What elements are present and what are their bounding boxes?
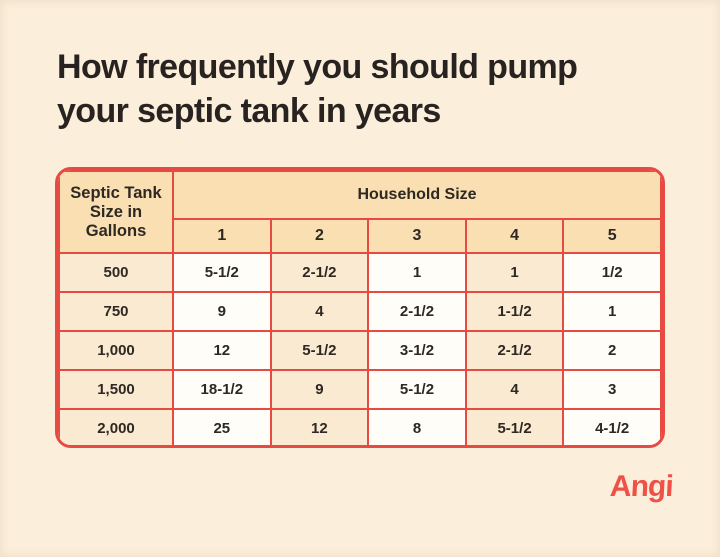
table-cell: 4	[269, 291, 370, 332]
column-group-header-household-size: Household Size	[172, 170, 662, 220]
table-cell: 1	[464, 252, 565, 293]
row-header-line-2: Size in	[89, 202, 143, 221]
column-header-3: 3	[367, 218, 467, 254]
table-cell: 4	[464, 369, 565, 410]
table-cell: 12	[269, 408, 370, 445]
table-cell: 1/2	[562, 252, 662, 293]
table-row-2000: 2,000 25 12 8 5-1/2 4-1/2	[58, 408, 662, 445]
septic-pump-frequency-table: Septic Tank Size in Gallons Household Si…	[55, 167, 665, 448]
row-label: 500	[58, 252, 174, 293]
column-header-1: 1	[172, 218, 272, 254]
page-title-line-1: How frequently you should pump	[57, 48, 578, 86]
table-cell: 3-1/2	[367, 330, 467, 371]
table-cell: 1	[562, 291, 662, 332]
table-cell: 2-1/2	[367, 291, 467, 332]
row-label: 1,000	[58, 330, 174, 371]
column-header-row: 1 2 3 4 5	[59, 218, 662, 254]
table-cell: 5-1/2	[269, 330, 370, 371]
row-label: 1,500	[58, 369, 174, 410]
table-row-750: 750 9 4 2-1/2 1-1/2 1	[58, 291, 662, 332]
table-cell: 18-1/2	[172, 369, 272, 410]
row-header-septic-tank-size: Septic Tank Size in Gallons	[58, 170, 174, 254]
table-cell: 3	[562, 369, 662, 410]
table-cell: 5-1/2	[367, 369, 467, 410]
table-cell: 25	[172, 408, 272, 445]
table-cell: 8	[367, 408, 467, 445]
table-cell: 9	[172, 291, 272, 332]
table-row-1500: 1,500 18-1/2 9 5-1/2 4 3	[58, 369, 662, 410]
column-header-2: 2	[269, 218, 370, 254]
table-row-500: 500 5-1/2 2-1/2 1 1 1/2	[58, 252, 662, 293]
row-header-line-1: Septic Tank	[70, 183, 162, 202]
table-cell: 2	[562, 330, 662, 371]
data-table: Septic Tank Size in Gallons Household Si…	[58, 170, 662, 445]
row-label: 750	[58, 291, 174, 332]
angi-logo: Angi	[609, 470, 674, 503]
table-cell: 5-1/2	[172, 252, 272, 293]
row-header-line-3: Gallons	[85, 221, 147, 240]
table-cell: 5-1/2	[464, 408, 565, 445]
column-header-4: 4	[464, 218, 565, 254]
row-label: 2,000	[58, 408, 174, 445]
table-cell: 2-1/2	[464, 330, 565, 371]
table-cell: 1-1/2	[464, 291, 565, 332]
column-header-5: 5	[562, 218, 662, 254]
table-cell: 2-1/2	[269, 252, 370, 293]
table-cell: 4-1/2	[562, 408, 662, 445]
table-row-1000: 1,000 12 5-1/2 3-1/2 2-1/2 2	[58, 330, 662, 371]
page-title-line-2: your septic tank in years	[57, 92, 441, 130]
table-cell: 9	[269, 369, 370, 410]
table-cell: 12	[172, 330, 272, 371]
table-cell: 1	[367, 252, 467, 293]
page-title: How frequently you should pump your sept…	[57, 45, 578, 133]
